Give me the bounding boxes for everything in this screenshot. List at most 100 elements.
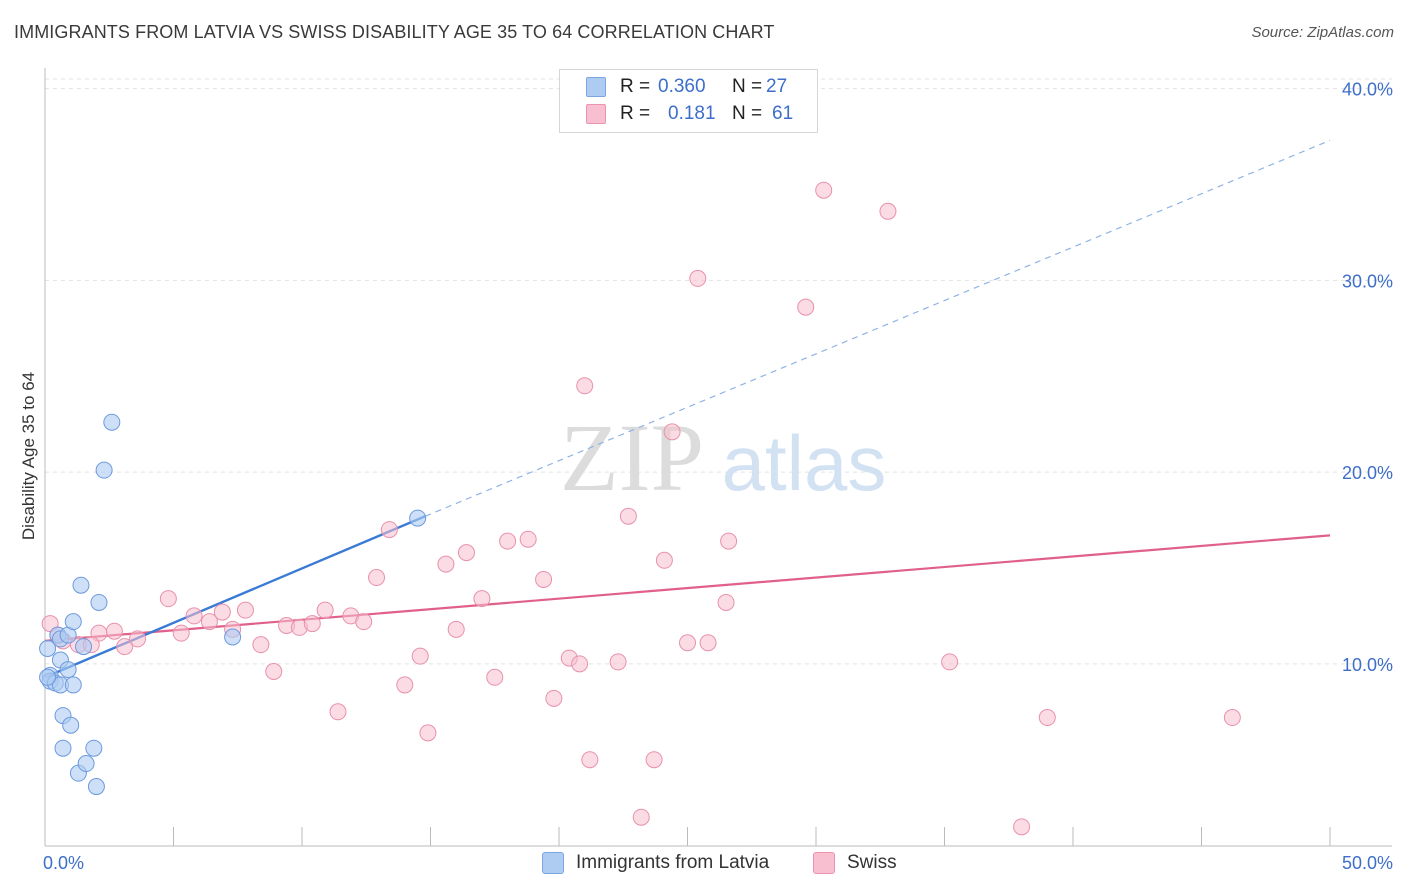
series-label-swiss: Swiss: [847, 852, 897, 873]
legend-swatch-swiss: [586, 104, 606, 124]
swiss-point: [545, 689, 563, 707]
watermark-atlas: atlas: [722, 419, 887, 507]
y-tick-label: 30.0%: [1342, 271, 1393, 291]
x-tick-label: 50.0%: [1342, 853, 1393, 873]
swiss-point: [303, 615, 321, 633]
swiss-point: [815, 181, 833, 199]
swiss-point: [265, 663, 283, 681]
legend-r-value: 0.181: [668, 103, 716, 124]
swiss-point: [879, 202, 897, 220]
swiss-point: [679, 634, 696, 652]
swiss-point: [236, 601, 254, 619]
trend-lines: [44, 139, 1331, 679]
legend-r-value: 0.360: [658, 76, 706, 97]
swiss-point: [1223, 709, 1241, 727]
trend-line-latvia: [44, 515, 426, 679]
swiss-point: [576, 377, 594, 395]
swiss-point: [129, 630, 147, 648]
latvia-point: [59, 661, 77, 679]
axes: [44, 68, 1392, 847]
swiss-point: [499, 532, 517, 550]
chart-title: IMMIGRANTS FROM LATVIA VS SWISS DISABILI…: [14, 22, 775, 42]
swiss-point: [941, 653, 959, 671]
swiss-point: [419, 724, 437, 742]
legend-n-value: 27: [766, 76, 788, 97]
swiss-point: [457, 544, 475, 562]
y-tick-label: 40.0%: [1342, 80, 1393, 100]
swiss-point: [581, 751, 599, 769]
legend-swatch-latvia: [586, 77, 606, 97]
watermark: ZIP atlas: [560, 404, 886, 511]
trend-line-latvia-extension: [425, 139, 1331, 517]
swiss-point: [105, 622, 123, 640]
swiss-point: [116, 638, 134, 656]
swiss-point: [200, 613, 218, 631]
latvia-point: [95, 461, 113, 479]
latvia-point: [64, 676, 82, 694]
y-tick-label: 10.0%: [1342, 655, 1393, 675]
swiss-point: [355, 613, 373, 631]
x-tick-label: 0.0%: [43, 853, 84, 873]
legend-n-label: N =: [732, 76, 763, 97]
legend-n-label: N =: [732, 103, 763, 124]
latvia-point: [62, 716, 80, 734]
swiss-point: [368, 569, 386, 587]
latvia-point: [85, 739, 103, 757]
swiss-point: [411, 647, 429, 665]
series-label-latvia: Immigrants from Latvia: [576, 852, 770, 873]
legend-n-value: 61: [772, 103, 794, 124]
latvia-point: [87, 778, 105, 796]
swiss-point: [663, 423, 681, 441]
swiss-point: [213, 603, 231, 621]
latvia-point: [90, 593, 108, 611]
swiss-point: [172, 624, 190, 642]
source-label: Source: ZipAtlas.com: [1251, 24, 1394, 41]
swiss-point: [486, 668, 504, 686]
swiss-point: [797, 298, 815, 316]
tick-labels: 10.0% 20.0% 30.0% 40.0% 0.0% 50.0%: [43, 80, 1393, 873]
latvia-point: [224, 628, 242, 646]
series-swatch-latvia: [542, 852, 564, 874]
correlation-legend: R = 0.360 N = 27 R = 0.181 N = 61: [559, 69, 818, 133]
legend-row-swiss: R = 0.181 N = 61: [586, 102, 793, 126]
latvia-point: [39, 639, 57, 657]
swiss-point: [252, 636, 270, 654]
grid-lines: [45, 78, 1392, 665]
swiss-point: [519, 530, 537, 548]
swiss-point: [645, 751, 663, 769]
swiss-point: [689, 269, 707, 287]
swiss-point: [159, 590, 177, 608]
swiss-point: [473, 590, 491, 608]
watermark-zip: ZIP: [560, 404, 704, 511]
legend-r-label: R =: [620, 103, 651, 124]
swiss-point: [535, 570, 553, 588]
swiss-point: [1013, 818, 1031, 836]
swiss-point: [655, 551, 673, 569]
legend-row-latvia: R = 0.360 N = 27: [586, 75, 787, 99]
swiss-point: [185, 607, 203, 625]
series-legend-latvia[interactable]: Immigrants from Latvia: [542, 852, 769, 874]
latvia-point: [54, 739, 72, 757]
latvia-point: [409, 509, 427, 527]
trend-line-swiss: [44, 534, 1331, 642]
latvia-point: [103, 413, 121, 431]
swiss-point: [571, 655, 589, 673]
latvia-point: [77, 755, 95, 773]
swiss-point: [632, 808, 650, 826]
series-legend: Immigrants from Latvia Swiss: [0, 852, 1406, 878]
swiss-point: [380, 521, 398, 539]
swiss-point: [609, 653, 627, 671]
y-axis-label: Disability Age 35 to 64: [19, 372, 38, 540]
swiss-point: [329, 703, 347, 721]
latvia-point: [72, 576, 90, 594]
swiss-point: [1038, 709, 1056, 727]
swiss-point: [437, 555, 455, 573]
latvia-point: [64, 613, 82, 631]
swiss-point: [316, 601, 334, 619]
latvia-point: [75, 638, 93, 656]
swiss-point: [699, 634, 717, 652]
y-tick-label: 20.0%: [1342, 463, 1393, 483]
legend-r-label: R =: [620, 76, 651, 97]
series-legend-swiss[interactable]: Swiss: [813, 852, 897, 874]
